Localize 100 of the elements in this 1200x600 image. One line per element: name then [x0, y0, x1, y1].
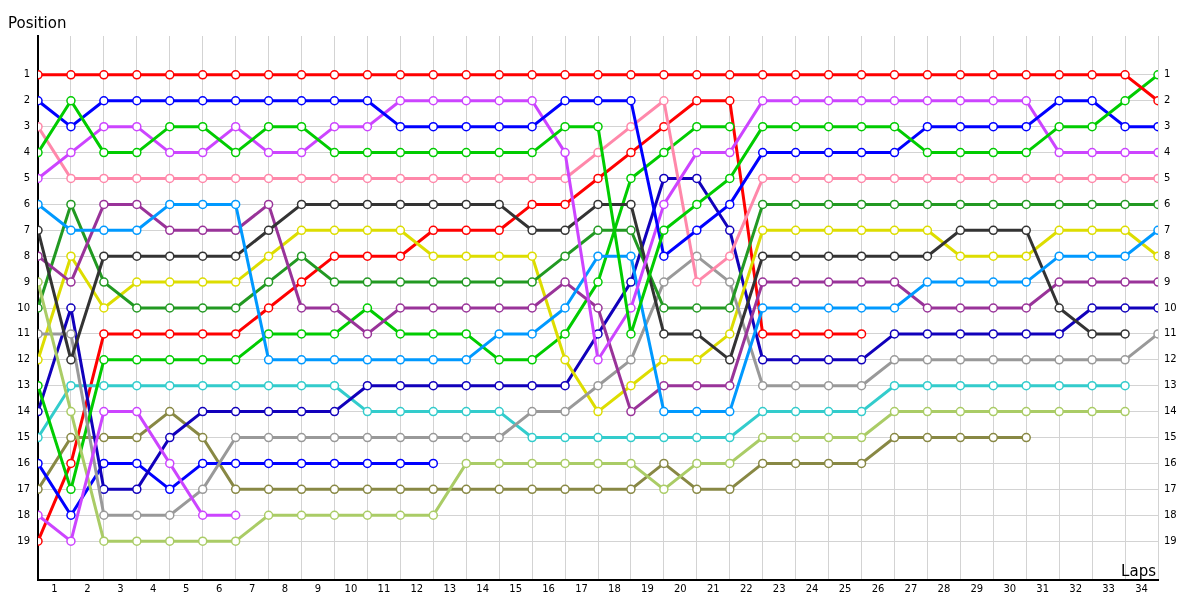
- point: [757, 329, 768, 339]
- point: [725, 225, 735, 236]
- point: [856, 96, 867, 106]
- point: [428, 173, 439, 184]
- point: [428, 406, 439, 417]
- point: [197, 121, 208, 132]
- y-axis-title: Position: [8, 14, 67, 32]
- point: [329, 277, 340, 287]
- point: [263, 510, 274, 520]
- point: [955, 199, 966, 210]
- point: [230, 70, 241, 80]
- point: [263, 355, 274, 365]
- x-tick-label: 31: [1036, 582, 1050, 594]
- point: [263, 199, 274, 210]
- point: [428, 484, 439, 495]
- point: [494, 70, 504, 80]
- point: [329, 225, 340, 236]
- point: [230, 484, 241, 495]
- point: [296, 458, 307, 469]
- point: [132, 380, 142, 391]
- point: [1054, 173, 1064, 184]
- point: [823, 303, 834, 313]
- point: [1021, 251, 1031, 261]
- point: [99, 329, 109, 339]
- point: [1120, 277, 1130, 287]
- point: [395, 199, 406, 210]
- point: [428, 70, 439, 80]
- point: [428, 251, 439, 261]
- point: [856, 432, 867, 443]
- point: [230, 329, 241, 339]
- y2-tick-label: 12: [1164, 353, 1177, 365]
- point: [626, 121, 636, 132]
- point: [329, 406, 340, 417]
- x-tick-label: 32: [1069, 582, 1083, 594]
- point: [296, 251, 307, 261]
- point: [66, 458, 76, 469]
- point: [889, 432, 900, 443]
- point: [922, 355, 933, 365]
- point: [230, 510, 241, 520]
- point: [329, 199, 340, 210]
- point: [395, 432, 406, 443]
- point: [66, 536, 76, 546]
- point: [692, 329, 702, 339]
- point: [889, 406, 900, 417]
- point: [725, 484, 735, 495]
- point: [922, 199, 933, 210]
- point: [66, 121, 76, 132]
- point: [263, 96, 274, 106]
- y2-tick-label: 11: [1164, 327, 1177, 339]
- point: [263, 458, 274, 469]
- point: [790, 458, 801, 469]
- x-tick-label: 19: [641, 582, 654, 594]
- point: [988, 303, 999, 313]
- point: [593, 173, 603, 184]
- point: [230, 380, 241, 391]
- point: [922, 406, 933, 417]
- x-tick-label: 21: [706, 582, 720, 594]
- point: [99, 536, 109, 546]
- point: [329, 121, 340, 132]
- point: [132, 199, 142, 210]
- y-tick-label: 19: [17, 534, 30, 546]
- point: [296, 147, 307, 158]
- point: [790, 432, 801, 443]
- point: [527, 199, 537, 210]
- y2-tick-label: 5: [1164, 172, 1171, 184]
- y2-tick-label: 15: [1164, 431, 1177, 443]
- point: [593, 96, 603, 106]
- point: [1054, 121, 1064, 132]
- point: [165, 484, 175, 495]
- point: [593, 225, 603, 236]
- point: [1021, 70, 1031, 80]
- point: [329, 380, 340, 391]
- point: [889, 303, 900, 313]
- point: [790, 225, 801, 236]
- point: [692, 380, 702, 391]
- point: [197, 536, 208, 546]
- point: [692, 251, 702, 261]
- point: [725, 251, 735, 261]
- point: [725, 277, 735, 287]
- point: [1054, 380, 1064, 391]
- point: [560, 329, 570, 339]
- point: [428, 380, 439, 391]
- point: [263, 173, 274, 184]
- x-tick-label: 3: [117, 582, 124, 594]
- point: [1054, 199, 1064, 210]
- point: [692, 225, 702, 236]
- point: [461, 484, 471, 495]
- point: [165, 432, 175, 443]
- point: [362, 251, 373, 261]
- point: [757, 199, 768, 210]
- point: [66, 406, 76, 417]
- point: [856, 199, 867, 210]
- point: [527, 121, 537, 132]
- point: [494, 173, 504, 184]
- point: [1021, 147, 1031, 158]
- point: [725, 432, 735, 443]
- point: [823, 329, 834, 339]
- point: [197, 432, 208, 443]
- point: [263, 329, 274, 339]
- x-tick-label: 16: [542, 582, 555, 594]
